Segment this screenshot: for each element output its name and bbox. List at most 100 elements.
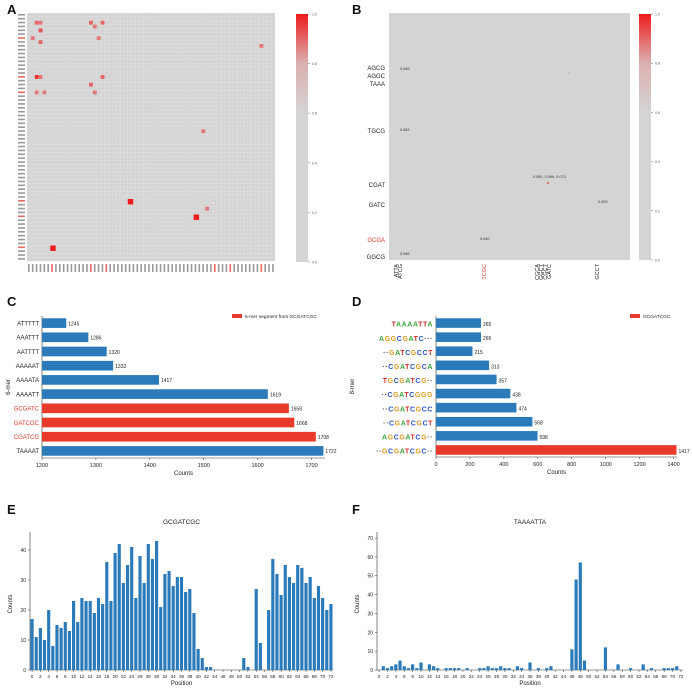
col-tick-label xyxy=(186,264,189,272)
heatmap-cell xyxy=(34,75,39,79)
row-tick-label xyxy=(18,87,25,90)
col-tick-label xyxy=(237,264,239,272)
panel-label-e: E xyxy=(7,502,16,517)
bar xyxy=(291,583,296,670)
x-tick-label: 8 xyxy=(64,674,67,679)
row-tick-label xyxy=(18,180,25,183)
col-tick-label xyxy=(31,264,34,272)
col-tick-label xyxy=(152,264,154,272)
bar xyxy=(59,628,63,670)
y-tick-label: CGATCG xyxy=(14,435,40,441)
y-tick-label: ··GATCGCCT xyxy=(383,350,433,357)
x-tick-label: 2 xyxy=(39,674,42,679)
bar xyxy=(42,389,268,399)
bar xyxy=(436,431,538,441)
x-tick-label: 50 xyxy=(586,674,592,679)
x-tick-label: 16 xyxy=(96,674,102,679)
x-tick-label: 60 xyxy=(279,674,285,679)
row-tick-label xyxy=(18,134,25,136)
x-tick-label: GATC xyxy=(547,264,553,279)
col-tick-label xyxy=(70,264,73,272)
bar xyxy=(308,577,312,670)
row-tick-label xyxy=(18,107,25,109)
x-tick-label: 36 xyxy=(179,674,185,679)
colorbar-tick-label: 0.2 xyxy=(655,209,660,213)
row-tick-label xyxy=(18,110,25,113)
colorbar-tick-label: 0.6 xyxy=(655,111,660,115)
x-tick-label: 36 xyxy=(527,674,533,679)
bar-value-label: 438 xyxy=(512,393,521,399)
col-tick-label xyxy=(272,264,274,272)
x-tick-label: 64 xyxy=(295,674,301,679)
heatmap-cell xyxy=(127,199,134,205)
x-tick-label: 12 xyxy=(427,674,433,679)
row-tick-label xyxy=(18,172,25,175)
bar xyxy=(385,668,390,670)
bar xyxy=(138,556,142,670)
legend-swatch xyxy=(232,314,242,318)
bar xyxy=(134,598,138,670)
row-tick-label xyxy=(18,138,25,140)
bar xyxy=(431,666,436,670)
x-tick-label: GGCT xyxy=(539,263,545,280)
x-tick-label: 58 xyxy=(270,674,276,679)
bar xyxy=(67,631,72,670)
x-tick-label: 14 xyxy=(88,674,94,679)
col-tick-label xyxy=(159,264,162,272)
y-tick-label: AGGCGATC··· xyxy=(379,336,433,343)
bar xyxy=(300,568,304,670)
bar xyxy=(582,660,587,670)
x-tick-label: 10 xyxy=(71,674,77,679)
bar xyxy=(436,402,517,413)
bar-value-label: 1722 xyxy=(325,449,336,455)
x-tick-label: 1500 xyxy=(198,463,210,469)
bar xyxy=(312,598,316,670)
bar xyxy=(42,640,47,670)
bar xyxy=(325,610,329,670)
bar xyxy=(242,658,246,670)
col-tick-label xyxy=(217,264,220,272)
y-axis-label: Counts xyxy=(355,594,361,613)
row-tick-label xyxy=(18,184,25,187)
y-tick-label: GCGATC xyxy=(14,407,40,413)
panel-label-d: D xyxy=(352,294,362,309)
bar xyxy=(436,416,533,427)
bar xyxy=(570,649,574,670)
row-tick-label xyxy=(18,192,25,194)
x-axis-label: Counts xyxy=(174,471,193,477)
heatmap-cell xyxy=(30,36,35,41)
x-axis-label: Position xyxy=(519,681,540,687)
y-tick-label: TAAAATTA xyxy=(392,322,433,329)
col-tick-label xyxy=(175,264,177,272)
col-tick-label xyxy=(82,264,84,272)
panel-label-b: B xyxy=(352,2,362,17)
heatmap-cell xyxy=(100,75,105,79)
x-tick-label: 1300 xyxy=(90,463,102,469)
x-tick-label: 18 xyxy=(452,674,458,679)
x-tick-label: 66 xyxy=(303,674,309,679)
bar xyxy=(254,589,258,670)
col-tick-label xyxy=(128,264,131,272)
x-tick-label: 800 xyxy=(567,462,576,468)
bar xyxy=(171,586,175,670)
bar xyxy=(80,598,84,670)
col-tick-label xyxy=(47,264,49,272)
col-tick-label xyxy=(117,264,119,272)
col-tick-label xyxy=(124,264,127,272)
x-tick-label: CGCT xyxy=(543,263,549,279)
bar xyxy=(271,559,275,670)
row-tick-label xyxy=(18,91,25,94)
row-tick-label xyxy=(18,242,25,245)
bar xyxy=(503,668,507,670)
row-tick-label xyxy=(18,149,25,152)
col-tick-label xyxy=(66,264,69,272)
bar xyxy=(200,658,204,670)
y-tick-label: AAATTT xyxy=(16,336,39,342)
row-tick-label xyxy=(18,68,25,70)
col-tick-label xyxy=(101,264,104,272)
x-tick-label: 54 xyxy=(603,674,609,679)
bar xyxy=(38,628,42,670)
colorbar-tick-label: 0.0 xyxy=(655,259,660,263)
x-tick-label: 4 xyxy=(47,674,50,679)
